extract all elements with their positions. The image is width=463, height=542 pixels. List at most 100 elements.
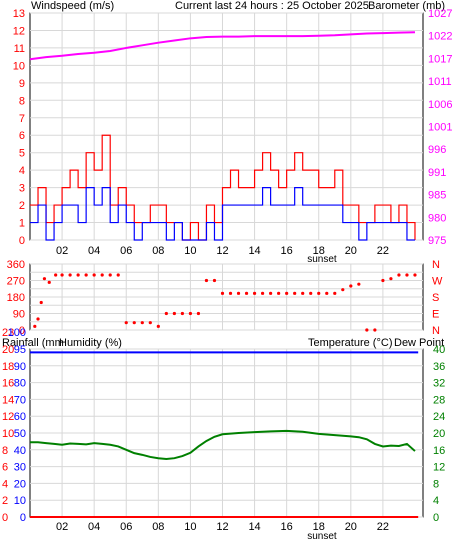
y-tick-label-left: 11: [14, 43, 25, 55]
y-tick-label-left: 2: [19, 200, 25, 212]
direction-point: [397, 273, 401, 277]
direction-point: [39, 300, 43, 305]
y-tick-label-right: 1001: [428, 122, 452, 134]
direction-point: [68, 273, 72, 277]
direction-point: [172, 311, 176, 316]
direction-point: [285, 291, 289, 295]
direction-point: [54, 273, 58, 277]
y-tick-label-right: 0: [433, 512, 439, 524]
y-tick-label-right: 1022: [428, 31, 452, 43]
direction-point: [196, 311, 201, 316]
x-tick-label: 22: [377, 521, 389, 533]
y-tick-label-left: 5: [19, 148, 25, 160]
y-tick-label-right: 20: [433, 428, 445, 440]
direction-point: [236, 291, 241, 295]
rainfall-label: Rainfall (mm: [2, 337, 64, 349]
y-tick-label-right: 980: [428, 212, 446, 224]
direction-point: [413, 273, 417, 277]
direction-point: [220, 291, 225, 295]
x-tick-label: 16: [281, 245, 293, 257]
y-tick-label-right: 40: [433, 344, 445, 356]
direction-point: [108, 273, 112, 277]
sunset-label: sunset: [307, 531, 337, 542]
x-tick-label: 22: [377, 245, 389, 257]
series-line-2: [29, 31, 416, 61]
x-tick-label: 16: [281, 521, 293, 533]
y-tick-label-left: 9: [19, 78, 25, 90]
direction-point: [180, 311, 184, 316]
direction-point: [47, 280, 51, 284]
y-tick-label-right: 1011: [428, 76, 452, 88]
direction-point: [42, 277, 47, 281]
direction-point: [84, 273, 88, 277]
direction-point: [309, 291, 313, 295]
direction-point: [164, 311, 168, 316]
y-tick-label-right: N: [432, 259, 440, 271]
direction-point: [405, 273, 409, 277]
humidity-tick-label: 60: [14, 411, 26, 423]
x-tick-label: 18: [313, 245, 325, 257]
rain-tick-label: 8: [2, 445, 8, 457]
temperature-label: Temperature (°C): [308, 337, 392, 349]
humidity-tick-label: 10: [14, 495, 26, 507]
series-line-0: [30, 134, 416, 241]
humidity-tick-label: 0: [20, 512, 26, 524]
y-tick-label-left: 3: [19, 183, 25, 195]
humidity-tick-label: 30: [14, 462, 26, 474]
direction-point: [36, 317, 40, 321]
y-tick-label-left: 90: [13, 309, 25, 321]
direction-point: [156, 324, 160, 328]
direction-point: [212, 278, 217, 283]
y-tick-label-left: 1: [19, 218, 25, 230]
dewpoint-label: Dew Point: [394, 337, 444, 349]
direction-point: [116, 273, 120, 277]
x-tick-label: 08: [152, 521, 164, 533]
direction-point: [317, 291, 321, 295]
series-line-1: [30, 187, 415, 241]
y-tick-label-right: 991: [428, 167, 446, 179]
direction-point: [381, 278, 385, 283]
x-tick-label: 06: [120, 245, 132, 257]
direction-point: [252, 291, 257, 295]
direction-point: [373, 328, 377, 332]
direction-point: [341, 288, 345, 292]
direction-point: [33, 324, 37, 328]
rain-tick-label: 2: [2, 495, 8, 507]
y-tick-label-right: 975: [428, 235, 446, 247]
windspeed-header: Windspeed (m/s): [31, 0, 114, 12]
y-tick-label-right: 12: [433, 462, 445, 474]
y-tick-label-right: 985: [428, 190, 446, 202]
direction-point: [228, 291, 233, 295]
y-tick-label-left: 10: [13, 60, 25, 72]
y-tick-label-left: 180: [7, 292, 25, 304]
direction-point: [140, 321, 144, 325]
x-tick-label: 20: [345, 521, 357, 533]
y-tick-label-right: W: [432, 276, 443, 288]
humidity-tick-label: 70: [14, 394, 26, 406]
y-tick-label-left: 13: [13, 8, 25, 20]
x-tick-label: 02: [56, 521, 68, 533]
direction-point: [60, 273, 64, 277]
y-tick-label-left: 12: [13, 25, 25, 37]
y-tick-label-right: E: [432, 309, 439, 321]
x-tick-label: 06: [120, 521, 132, 533]
direction-point: [293, 291, 297, 295]
x-tick-label: 10: [184, 521, 196, 533]
barometer-header: Barometer (mb): [368, 0, 445, 12]
direction-point: [188, 311, 193, 316]
x-tick-label: 02: [56, 245, 68, 257]
x-tick-label: 12: [216, 245, 228, 257]
y-tick-label-right: 1006: [428, 99, 452, 111]
direction-point: [100, 273, 104, 277]
y-tick-label-right: 1027: [428, 8, 452, 20]
humidity-tick-label: 80: [14, 378, 26, 390]
sunset-label: sunset: [307, 254, 337, 265]
humidity-tick-label: 50: [14, 428, 26, 440]
x-tick-label: 12: [216, 521, 228, 533]
x-tick-label: 14: [248, 245, 260, 257]
y-tick-label-right: S: [432, 292, 439, 304]
y-tick-label-left: 8: [19, 95, 25, 107]
rain-tick-label: 4: [2, 478, 8, 490]
direction-point: [269, 291, 273, 295]
